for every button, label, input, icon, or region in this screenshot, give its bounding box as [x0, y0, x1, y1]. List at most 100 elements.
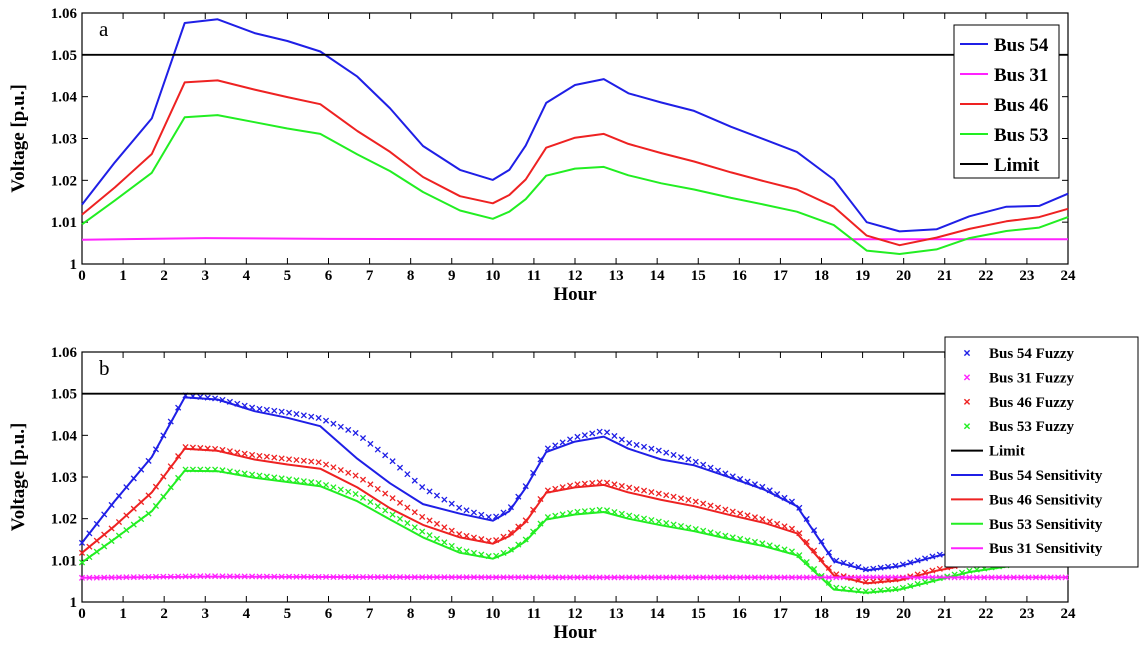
x-tick-label: 5: [284, 268, 292, 284]
y-tick-label: 1.06: [51, 345, 78, 361]
bus-31-sensitivity-line: [81, 575, 1068, 579]
bus-53-fuzzy-point: [655, 518, 662, 525]
bus-54-fuzzy-point: [692, 458, 699, 465]
x-tick-label: 10: [485, 606, 500, 622]
x-tick-label: 17: [773, 606, 789, 622]
bus-46-fuzzy-point: [441, 524, 448, 531]
legend: Bus 54 Fuzzy Bus 31 Fuzzy Bus 46 Fuzzy Bus …: [944, 336, 1139, 568]
bus-54-fuzzy-point: [433, 492, 441, 499]
x-tick-label: 9: [448, 606, 456, 622]
bus-54-fuzzy-point: [308, 413, 315, 420]
bus-53-fuzzy-point: [633, 513, 640, 521]
bus-54-fuzzy-point: [663, 449, 670, 456]
bus-54-fuzzy-point: [359, 435, 367, 442]
y-tick-label: 1.05: [51, 387, 77, 403]
x-tick-label: 23: [1019, 606, 1034, 622]
x-tick-label: 22: [978, 268, 993, 284]
bus-54-fuzzy-point: [426, 488, 433, 495]
bus-31-line: [81, 237, 1068, 241]
x-tick-label: 3: [202, 268, 210, 284]
bus-46-fuzzy-point: [722, 506, 729, 513]
bus-54-fuzzy-point: [685, 456, 692, 463]
bus-46-fuzzy-point: [515, 523, 522, 530]
bus-53-fuzzy-point: [433, 535, 441, 542]
x-tick-label: 13: [609, 606, 624, 622]
bus-54-fuzzy-point: [589, 430, 596, 437]
x-tick-label: 21: [937, 606, 952, 622]
x-tick-label: 12: [568, 606, 583, 622]
bus-54-fuzzy-point: [286, 409, 293, 416]
bus-54-fuzzy-point: [404, 471, 411, 478]
bus-46-fuzzy-point: [315, 459, 322, 466]
bus-46-fuzzy-point: [677, 495, 685, 502]
legend-label-bus-54: Bus 54: [994, 35, 1049, 56]
x-tick-label: 15: [691, 268, 706, 284]
bus-54-fuzzy-point: [456, 504, 463, 511]
legend-label-bus-46-sensitivity: Bus 46 Sensitivity: [989, 492, 1103, 508]
legend-label-limit: Limit: [994, 155, 1040, 176]
x-tick-label: 11: [527, 606, 541, 622]
bus-54-fuzzy-point: [411, 477, 418, 484]
x-tick-label: 20: [896, 606, 911, 622]
y-tick-label: 1.03: [51, 132, 77, 148]
bus-54-fuzzy-point: [256, 405, 263, 412]
bus-54-fuzzy-point: [330, 420, 337, 427]
bus-46-fuzzy-point: [700, 500, 707, 507]
bus-54-fuzzy-point: [419, 484, 426, 491]
bus-31-fuzzy-point: [78, 574, 86, 581]
legend-label-bus-46-fuzzy: Bus 46 Fuzzy: [989, 395, 1075, 411]
bus-46-fuzzy-point: [744, 512, 751, 519]
x-tick-label: 13: [609, 268, 624, 284]
x-tick-label: 19: [855, 268, 870, 284]
bus-54-fuzzy-point: [322, 417, 330, 424]
bus-53-fuzzy-point: [530, 528, 537, 535]
bus-54-fuzzy-point: [581, 432, 588, 439]
legend: Bus 54 Bus 31 Bus 46 Bus 53 Limit: [953, 24, 1060, 179]
bus-54-fuzzy-point: [655, 447, 662, 454]
bus-53-fuzzy-point: [404, 520, 411, 527]
bus-46-fuzzy-point: [433, 520, 441, 527]
y-axis-label: Voltage [p.u.]: [8, 423, 29, 532]
x-tick-label: 18: [814, 268, 829, 284]
x-tick-label: 6: [325, 268, 333, 284]
x-tick-label: 22: [978, 606, 993, 622]
bus-53-fuzzy-point: [322, 481, 330, 489]
bus-46-fuzzy-point: [396, 499, 404, 506]
bus-46-fuzzy-point: [256, 452, 263, 459]
bus-54-fuzzy-point: [448, 500, 455, 507]
bus-53-fuzzy-point: [441, 539, 448, 546]
bus-53-fuzzy-point: [337, 486, 344, 493]
legend-swatch-bus-54-fuzzy: [963, 349, 971, 357]
x-tick-label: 3: [202, 606, 210, 622]
x-tick-label: 2: [160, 606, 168, 622]
bus-46-fuzzy-point: [751, 514, 759, 521]
legend-label-bus-31-sensitivity: Bus 31 Sensitivity: [989, 541, 1103, 557]
bus-54-fuzzy-point: [567, 436, 574, 443]
x-tick-label: 15: [691, 606, 706, 622]
bus-46-fuzzy-point: [759, 516, 766, 523]
bus-46-fuzzy-point: [640, 487, 648, 494]
x-tick-label: 24: [1061, 268, 1077, 284]
legend-box: [953, 24, 1060, 179]
bus-46-fuzzy-point: [685, 496, 692, 503]
bus-54-fuzzy-point: [648, 445, 655, 452]
x-axis-label: Hour: [553, 622, 597, 643]
bus-54-fuzzy-point: [337, 423, 344, 430]
bus-46-fuzzy-point: [300, 457, 307, 464]
bus-46-fuzzy-point: [707, 502, 714, 509]
x-tick-label: 24: [1061, 606, 1077, 622]
x-tick-label: 2: [160, 268, 168, 284]
x-tick-label: 4: [243, 606, 251, 622]
panel-label: a: [99, 17, 109, 41]
bus-54-fuzzy-point: [396, 464, 404, 471]
bus-54-fuzzy-point: [559, 439, 566, 446]
bus-46-fuzzy-point: [448, 527, 455, 534]
x-tick-label: 16: [732, 606, 748, 622]
y-tick-label: 1.06: [51, 6, 78, 22]
bus-53-fuzzy-point: [537, 520, 544, 527]
bus-46-fuzzy-point: [241, 450, 248, 457]
bus-46-fuzzy-point: [330, 464, 337, 471]
bus-46-fuzzy-point: [263, 453, 270, 460]
bus-54-fuzzy-point: [596, 428, 603, 435]
bus-46-sensitivity-line: [81, 447, 1069, 585]
